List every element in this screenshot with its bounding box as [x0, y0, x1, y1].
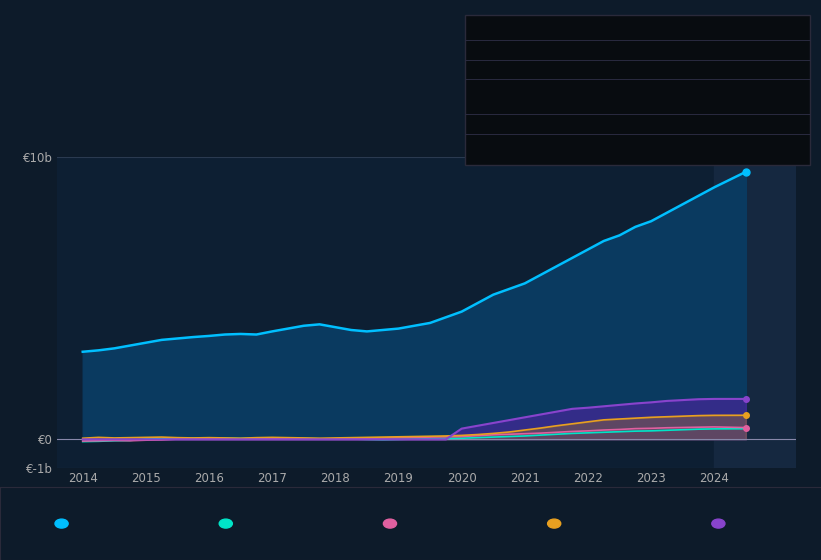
- Text: /yr: /yr: [644, 45, 661, 55]
- Text: Operating Expenses: Operating Expenses: [473, 138, 578, 148]
- Text: €853.862m: €853.862m: [605, 119, 671, 129]
- Text: Operating Expenses: Operating Expenses: [731, 519, 821, 529]
- Text: Revenue: Revenue: [74, 519, 122, 529]
- Text: /yr: /yr: [644, 138, 661, 148]
- Text: €9.468b: €9.468b: [605, 45, 653, 55]
- Text: Free Cash Flow: Free Cash Flow: [402, 519, 486, 529]
- Text: €1.431b: €1.431b: [605, 138, 653, 148]
- Text: €376.081m: €376.081m: [605, 64, 671, 74]
- Text: Earnings: Earnings: [473, 64, 519, 74]
- Text: Free Cash Flow: Free Cash Flow: [473, 99, 551, 109]
- Text: Sep 30 2024: Sep 30 2024: [473, 26, 555, 40]
- Text: /yr: /yr: [654, 99, 672, 109]
- Text: profit margin: profit margin: [627, 82, 699, 92]
- Bar: [714, 157, 796, 468]
- Text: €416.217m: €416.217m: [605, 99, 671, 109]
- Text: Earnings: Earnings: [238, 519, 287, 529]
- Text: Revenue: Revenue: [473, 45, 518, 55]
- Text: /yr: /yr: [654, 64, 672, 74]
- Text: Cash From Op: Cash From Op: [473, 119, 546, 129]
- Text: /yr: /yr: [654, 119, 672, 129]
- Text: Cash From Op: Cash From Op: [566, 519, 644, 529]
- Text: 4.0%: 4.0%: [605, 82, 634, 92]
